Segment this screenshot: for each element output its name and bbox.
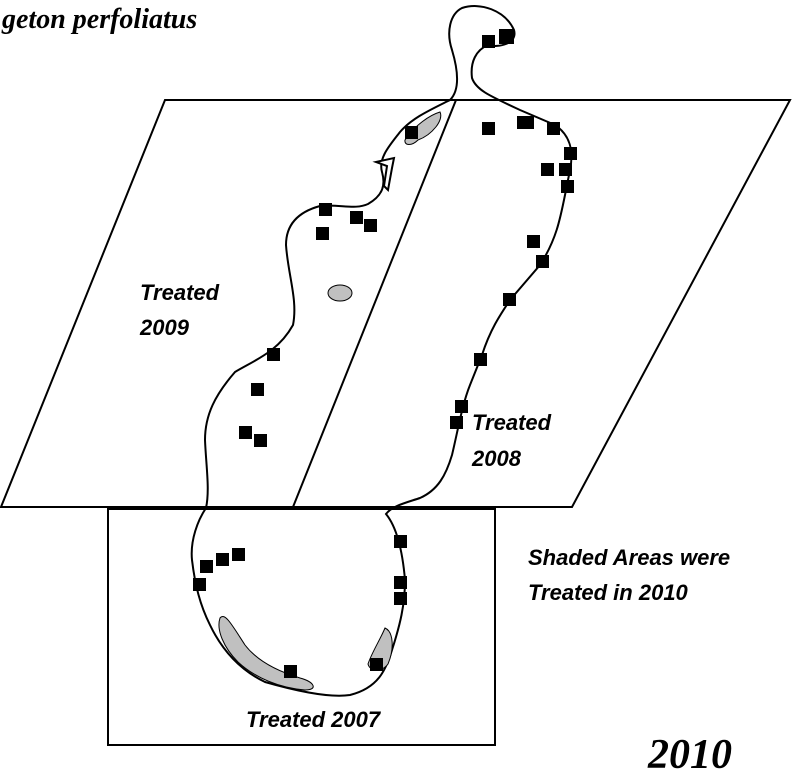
region-label: Treated 2008 [471, 410, 557, 471]
sample-point [405, 126, 418, 139]
sample-point [284, 665, 297, 678]
year: 2010 [647, 732, 732, 778]
sample-point [561, 180, 574, 193]
title: geton perfoliatus [1, 4, 197, 35]
zone-parallelogram [0, 99, 792, 508]
sample-point [450, 416, 463, 429]
sample-point [474, 353, 487, 366]
lake-outline [190, 5, 573, 697]
island [372, 156, 396, 193]
sample-point [316, 227, 329, 240]
sample-point [254, 434, 267, 447]
sample-point [547, 122, 560, 135]
sample-point [251, 383, 264, 396]
region-label-line: Treated [140, 280, 220, 305]
sample-point [394, 576, 407, 589]
region-label-line: 2008 [471, 446, 522, 471]
note: Shaded Areas were Treated in 2010 [528, 545, 736, 605]
region-label-line: 2009 [139, 315, 190, 340]
sample-point [527, 235, 540, 248]
sample-point [559, 163, 572, 176]
sample-point [267, 348, 280, 361]
sample-point [350, 211, 363, 224]
zone-rectangle [107, 508, 496, 746]
shaded-areas [218, 111, 442, 691]
note-line: Treated in 2010 [528, 580, 689, 605]
shaded-area [218, 616, 314, 691]
zone-divider [292, 99, 457, 508]
sample-point [455, 400, 468, 413]
sample-point [541, 163, 554, 176]
sample-point [482, 122, 495, 135]
sample-point [370, 658, 383, 671]
sample-points [193, 29, 577, 678]
sample-point [200, 560, 213, 573]
sample-point [232, 548, 245, 561]
region-label-line: Treated 2007 [246, 707, 382, 732]
sample-point [216, 553, 229, 566]
shaded-area [327, 284, 353, 302]
sample-point [564, 147, 577, 160]
sample-point [394, 535, 407, 548]
sample-point [394, 592, 407, 605]
region-label: Treated 2007 [246, 707, 382, 732]
sample-point [482, 35, 495, 48]
sample-point [503, 293, 516, 306]
sample-point [499, 29, 514, 44]
region-label: Treated 2009 [139, 280, 225, 340]
sample-point [319, 203, 332, 216]
sample-point [239, 426, 252, 439]
region-label-line: Treated [472, 410, 552, 435]
sample-point [364, 219, 377, 232]
sample-point [536, 255, 549, 268]
sample-point [517, 116, 534, 129]
note-line: Shaded Areas were [528, 545, 730, 570]
sample-point [193, 578, 206, 591]
